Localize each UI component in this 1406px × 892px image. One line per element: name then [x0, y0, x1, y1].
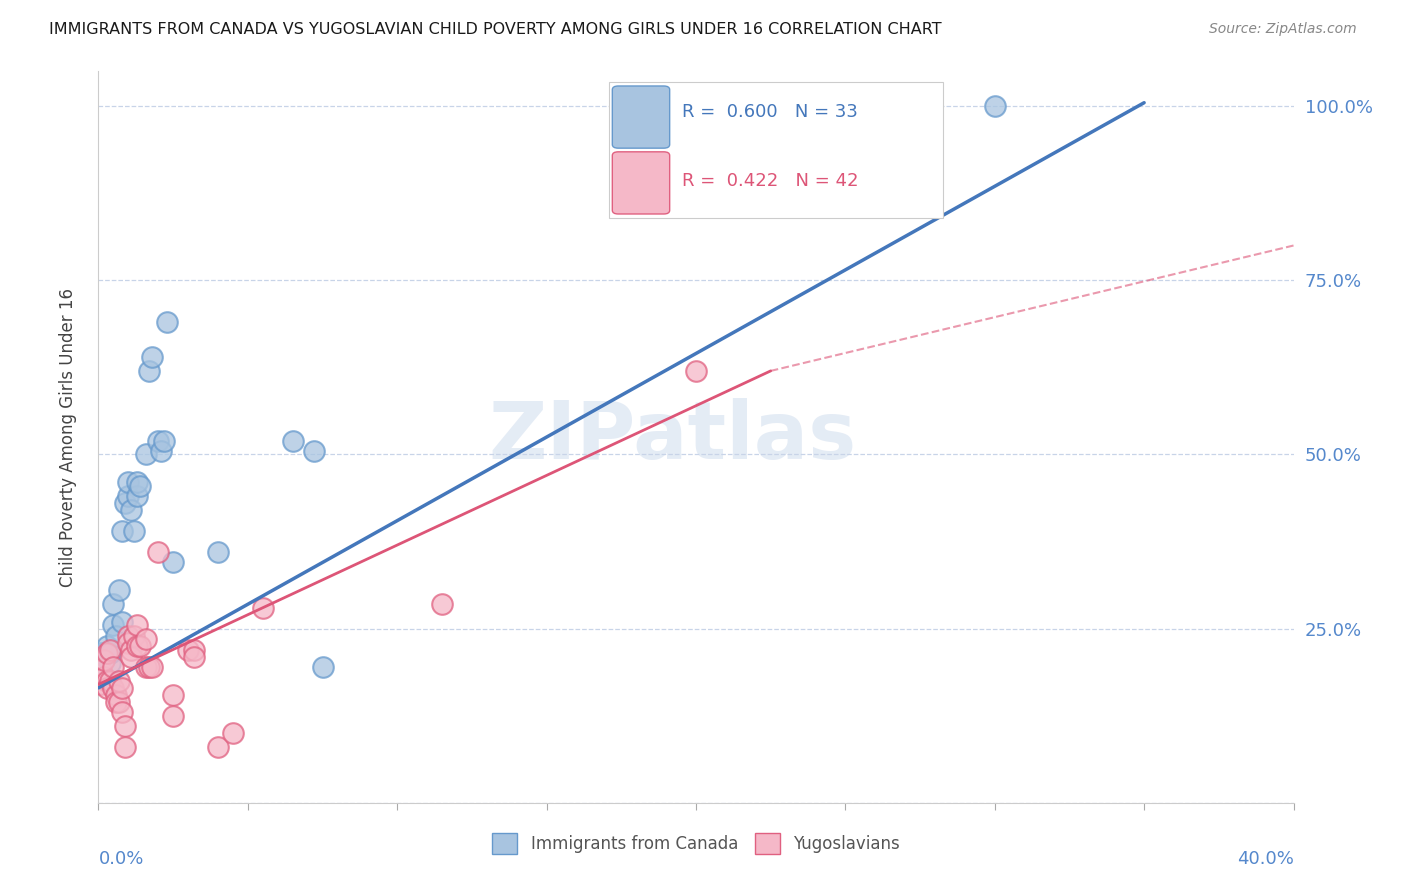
Point	[124, 629, 146, 643]
Point	[135, 448, 157, 462]
Point	[114, 496, 136, 510]
Point	[138, 364, 160, 378]
Point	[90, 646, 112, 660]
Point	[98, 657, 122, 671]
Text: Source: ZipAtlas.com: Source: ZipAtlas.com	[1209, 22, 1357, 37]
Point	[124, 524, 146, 538]
Point	[117, 475, 139, 490]
Point	[108, 583, 131, 598]
Point	[93, 670, 115, 684]
Point	[111, 524, 134, 538]
Y-axis label: Child Poverty Among Girls Under 16: Child Poverty Among Girls Under 16	[59, 287, 77, 587]
Point	[93, 653, 115, 667]
Point	[302, 444, 325, 458]
Point	[148, 434, 170, 448]
Legend: Immigrants from Canada, Yugoslavians: Immigrants from Canada, Yugoslavians	[485, 827, 907, 860]
Point	[111, 681, 134, 695]
Point	[117, 629, 139, 643]
Point	[311, 660, 333, 674]
Point	[103, 660, 125, 674]
Text: IMMIGRANTS FROM CANADA VS YUGOSLAVIAN CHILD POVERTY AMONG GIRLS UNDER 16 CORRELA: IMMIGRANTS FROM CANADA VS YUGOSLAVIAN CH…	[49, 22, 942, 37]
Point	[108, 695, 131, 709]
Point	[685, 364, 707, 378]
Point	[90, 667, 112, 681]
Point	[120, 649, 142, 664]
Point	[129, 479, 152, 493]
Point	[111, 705, 134, 719]
Text: 40.0%: 40.0%	[1237, 850, 1294, 868]
Point	[127, 475, 149, 490]
FancyBboxPatch shape	[613, 152, 669, 214]
Text: 0.0%: 0.0%	[98, 850, 143, 868]
Point	[117, 635, 139, 649]
Point	[127, 639, 149, 653]
Text: R =  0.600   N = 33: R = 0.600 N = 33	[682, 103, 858, 120]
Point	[207, 740, 229, 755]
Point	[105, 688, 128, 702]
Point	[141, 350, 163, 364]
FancyBboxPatch shape	[613, 86, 669, 148]
FancyBboxPatch shape	[609, 82, 943, 218]
Point	[135, 632, 157, 646]
Point	[98, 673, 122, 688]
Point	[96, 646, 118, 660]
Point	[281, 434, 304, 448]
Point	[103, 618, 125, 632]
Point	[105, 695, 128, 709]
Point	[162, 688, 184, 702]
Point	[96, 673, 118, 688]
Point	[120, 503, 142, 517]
Point	[108, 673, 131, 688]
Point	[105, 629, 128, 643]
Text: R =  0.422   N = 42: R = 0.422 N = 42	[682, 172, 858, 190]
Point	[156, 315, 179, 329]
Point	[135, 660, 157, 674]
Point	[103, 681, 125, 695]
Point	[150, 444, 173, 458]
Point	[93, 646, 115, 660]
Point	[183, 642, 205, 657]
Point	[120, 642, 142, 657]
Point	[90, 677, 112, 691]
Point	[117, 489, 139, 503]
Point	[252, 600, 274, 615]
Point	[430, 597, 453, 611]
Point	[96, 639, 118, 653]
Point	[148, 545, 170, 559]
Point	[162, 556, 184, 570]
Point	[114, 740, 136, 755]
Point	[114, 719, 136, 733]
Point	[162, 708, 184, 723]
Point	[153, 434, 176, 448]
Point	[98, 642, 122, 657]
Point	[177, 642, 200, 657]
Point	[127, 618, 149, 632]
Point	[141, 660, 163, 674]
Point	[207, 545, 229, 559]
Point	[96, 681, 118, 695]
Point	[127, 489, 149, 503]
Point	[138, 660, 160, 674]
Point	[98, 646, 122, 660]
Point	[984, 99, 1007, 113]
Text: ZIPatlas: ZIPatlas	[488, 398, 856, 476]
Point	[111, 615, 134, 629]
Point	[183, 649, 205, 664]
Point	[129, 639, 152, 653]
Point	[222, 726, 245, 740]
Point	[103, 597, 125, 611]
Point	[90, 664, 112, 678]
